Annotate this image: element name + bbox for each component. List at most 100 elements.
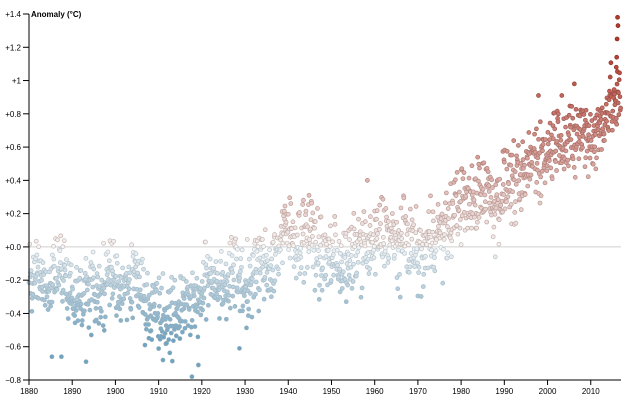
data-point [192,324,198,329]
data-point [339,286,345,291]
data-point [91,275,96,281]
data-point [233,236,239,242]
data-point [366,271,372,276]
data-point [582,164,588,170]
data-point [217,294,223,300]
data-point [306,249,312,254]
data-point [113,273,119,279]
data-point [528,172,534,178]
data-point [293,275,299,281]
data-point [102,291,107,297]
data-point [186,307,192,312]
data-point [389,211,395,216]
data-point [109,264,114,270]
data-point [465,225,470,231]
data-point [606,97,612,103]
data-point [522,192,528,197]
data-point [172,327,177,332]
data-point [371,255,377,261]
data-point [383,245,388,251]
data-point [594,155,599,161]
data-point [485,169,491,175]
data-point [566,163,571,169]
data-point [614,81,620,87]
data-point [319,273,324,278]
data-point [336,274,342,280]
data-point [571,127,577,133]
data-point [325,282,330,288]
data-point [472,202,478,208]
data-point [99,308,104,314]
data-point [440,280,446,286]
data-point [601,131,607,137]
data-point [430,209,436,215]
data-point [415,260,420,266]
data-point [157,303,162,309]
data-point [374,208,380,213]
data-point [234,256,239,262]
data-point [286,247,291,252]
data-point [83,256,89,261]
data-point [377,202,383,208]
data-point [141,266,146,272]
data-point [73,308,79,313]
data-point [32,280,38,286]
data-point [156,275,162,281]
data-point [323,272,329,278]
data-point [525,155,530,161]
data-point [490,185,495,190]
data-point [88,332,94,338]
data-point [413,230,419,236]
x-tick-label: 1960 [366,387,384,396]
data-point [571,165,577,170]
x-tick-label: 1930 [236,387,254,396]
data-point [90,284,96,290]
data-point [403,214,409,219]
data-point [226,292,232,298]
data-point [496,217,502,223]
data-point [425,265,431,271]
data-point [240,303,246,309]
data-point [214,291,219,297]
data-point [169,274,174,280]
data-point [356,216,361,222]
data-point [539,168,545,174]
data-point [312,287,318,293]
data-point [420,284,426,289]
data-point [327,244,333,249]
data-point [306,245,312,251]
data-point [441,246,446,252]
data-point [611,87,617,92]
data-point [234,285,240,291]
data-point [362,219,368,224]
data-point [276,271,281,277]
data-point [615,23,621,28]
data-point [497,176,502,182]
data-point [45,307,51,312]
data-point [322,232,328,238]
data-point [172,277,178,283]
data-point [227,240,233,246]
data-point [254,248,260,254]
data-point [347,258,353,263]
y-ticks: −0.8 −0.6 −0.4 −0.2 +0.0 +0.2 +0.4 +0.6 +0.8 +1 +1… [5,10,29,385]
data-point [466,175,472,181]
x-tick-label: 1890 [63,387,81,396]
data-point [565,157,571,163]
data-point [385,260,391,265]
data-point [271,288,277,294]
data-point [492,211,498,217]
data-point [203,317,209,322]
data-point [75,318,81,323]
data-point [81,291,87,296]
data-point [280,260,285,266]
data-point [62,267,68,273]
data-point [230,270,235,275]
data-point [522,162,527,168]
data-point [544,163,550,168]
data-point [441,237,447,242]
data-point [120,265,125,271]
data-point [493,205,499,211]
data-point [202,285,207,291]
y-tick-label: −0.8 [5,376,21,385]
